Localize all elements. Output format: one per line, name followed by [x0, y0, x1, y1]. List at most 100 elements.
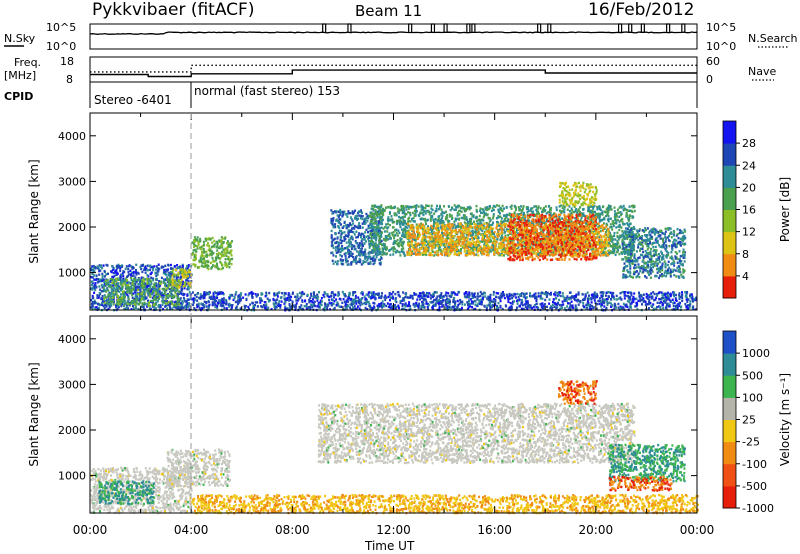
range-cell	[198, 266, 201, 269]
range-cell	[217, 253, 220, 257]
range-cell	[375, 292, 378, 296]
range-cell	[283, 294, 286, 297]
nsky-label: N.Sky	[4, 32, 36, 45]
range-cell	[342, 298, 345, 301]
nave-tick-1: 0	[706, 73, 713, 86]
range-cell	[495, 291, 498, 295]
range-cell	[535, 306, 538, 309]
range-cell	[138, 285, 141, 289]
range-cell	[106, 303, 109, 306]
range-cell	[151, 299, 153, 303]
range-cell	[193, 236, 196, 239]
range-cell	[354, 216, 357, 219]
range-cell	[529, 215, 532, 218]
range-cell	[237, 302, 239, 306]
range-cell	[672, 293, 675, 296]
range-cell	[263, 301, 266, 304]
range-cell	[196, 303, 198, 306]
range-cell	[349, 251, 352, 255]
range-cell	[171, 270, 174, 273]
range-cell	[133, 299, 136, 303]
range-cell	[176, 299, 179, 302]
range-cell	[602, 222, 605, 225]
range-cell	[218, 246, 221, 250]
range-cell	[143, 298, 146, 301]
range-cell	[217, 246, 220, 249]
range-cell	[560, 211, 563, 215]
range-cell	[553, 293, 556, 296]
range-cell	[115, 291, 118, 294]
range-cell	[132, 271, 135, 275]
range-cell	[95, 286, 98, 289]
range-cell	[539, 249, 542, 252]
range-cell	[446, 219, 449, 222]
range-cell	[330, 217, 333, 221]
range-cell	[421, 305, 424, 309]
range-cell	[360, 236, 362, 239]
range-cell	[589, 297, 592, 301]
range-cell	[672, 302, 675, 305]
range-cell	[427, 225, 429, 228]
range-cell	[586, 298, 589, 301]
range-cell	[125, 265, 128, 268]
range-cell	[371, 229, 374, 233]
range-cell	[438, 294, 441, 297]
range-cell	[349, 230, 352, 233]
range-cell	[473, 292, 476, 295]
range-cell	[513, 204, 516, 208]
range-cell	[107, 298, 110, 301]
range-cell	[645, 292, 648, 296]
range-cell	[204, 255, 207, 258]
range-cell	[155, 288, 157, 292]
range-cell	[613, 248, 616, 251]
range-cell	[689, 300, 692, 303]
noise-spike	[537, 23, 542, 33]
range-cell	[630, 209, 633, 213]
range-cell	[592, 210, 595, 213]
range-cell	[466, 307, 469, 311]
range-cell	[106, 286, 109, 290]
range-cell	[187, 268, 190, 272]
range-cell	[558, 214, 561, 218]
range-cell	[694, 308, 697, 311]
range-cell	[492, 293, 495, 296]
range-cell	[231, 240, 233, 243]
range-cell	[152, 277, 155, 280]
range-cell	[475, 253, 478, 256]
range-cell	[661, 301, 664, 305]
range-cell	[351, 210, 354, 213]
range-cell	[388, 305, 391, 309]
range-cell	[347, 251, 349, 254]
range-cell	[518, 294, 521, 297]
range-cell	[612, 222, 615, 226]
range-cell	[353, 301, 356, 304]
range-cell	[646, 303, 649, 306]
range-cell	[97, 303, 100, 306]
range-cell	[363, 250, 366, 254]
range-cell	[126, 287, 129, 291]
range-cell	[146, 291, 149, 295]
range-cell	[678, 297, 681, 300]
range-cell	[444, 246, 446, 249]
range-cell	[181, 271, 183, 274]
range-cell	[548, 293, 551, 296]
range-cell	[453, 220, 456, 223]
range-cell	[692, 300, 694, 303]
range-cell	[403, 303, 406, 306]
range-cell	[196, 305, 199, 309]
range-cell	[117, 263, 120, 267]
range-cell	[469, 305, 472, 308]
range-cell	[523, 217, 526, 220]
range-cell	[662, 303, 664, 306]
range-cell	[377, 244, 380, 247]
range-cell	[186, 302, 189, 306]
range-cell	[673, 291, 676, 294]
range-cell	[222, 299, 225, 303]
range-cell	[545, 235, 548, 238]
range-cell	[124, 295, 126, 299]
range-cell	[368, 250, 371, 254]
range-cell	[380, 294, 383, 298]
range-cell	[93, 278, 96, 281]
range-cell	[100, 283, 103, 287]
range-cell	[118, 300, 121, 303]
